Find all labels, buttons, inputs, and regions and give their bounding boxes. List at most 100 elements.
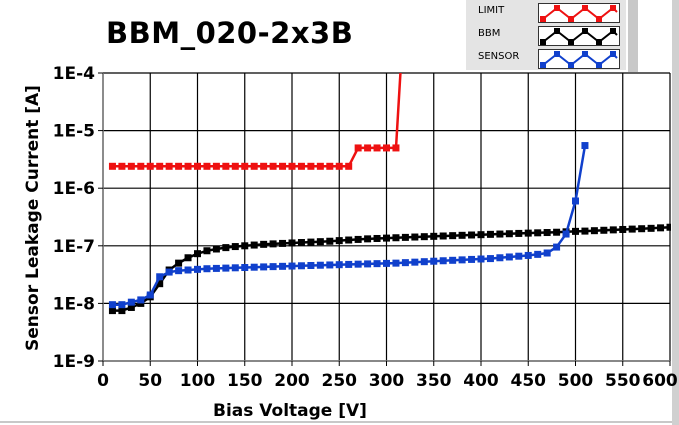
data-point-bbm xyxy=(524,229,532,237)
data-point-sensor xyxy=(439,257,447,265)
data-point-bbm xyxy=(288,239,296,247)
data-point-bbm xyxy=(666,223,671,231)
legend: LIMIT BBM SENSOR xyxy=(466,0,626,70)
data-point-limit xyxy=(383,144,390,152)
legend-marker xyxy=(554,51,560,57)
x-tick-label: 500 xyxy=(558,371,594,391)
data-point-limit xyxy=(364,144,372,152)
x-tick-label: 550 xyxy=(605,371,641,391)
data-point-bbm xyxy=(354,235,362,243)
data-point-sensor xyxy=(156,273,164,281)
legend-swatch-limit xyxy=(538,3,620,23)
data-point-limit xyxy=(194,162,201,170)
data-point-sensor xyxy=(383,259,390,267)
data-point-limit xyxy=(345,162,353,170)
data-point-limit xyxy=(297,162,305,170)
data-point-limit xyxy=(165,162,173,170)
data-point-sensor xyxy=(260,263,268,271)
data-point-sensor xyxy=(335,261,343,269)
data-point-limit xyxy=(156,162,164,170)
data-point-sensor xyxy=(553,243,561,251)
data-point-sensor xyxy=(184,266,192,274)
data-point-sensor xyxy=(486,255,494,263)
data-point-bbm xyxy=(430,232,438,240)
x-tick-label: 600 xyxy=(642,371,678,391)
data-point-sensor xyxy=(420,258,428,266)
data-point-sensor xyxy=(364,260,372,268)
legend-marker xyxy=(610,28,616,34)
data-point-sensor xyxy=(515,252,523,260)
data-point-sensor xyxy=(288,262,296,270)
data-point-sensor xyxy=(231,264,239,272)
data-point-sensor xyxy=(175,267,183,275)
x-tick-label: 300 xyxy=(369,371,405,391)
legend-scrollbar xyxy=(628,0,638,72)
legend-marker xyxy=(596,16,602,22)
data-point-limit xyxy=(397,65,404,72)
legend-marker xyxy=(582,28,588,34)
legend-marker xyxy=(582,5,588,11)
data-point-bbm xyxy=(581,227,589,235)
legend-marker xyxy=(610,5,616,11)
data-point-limit xyxy=(288,162,296,170)
data-point-bbm xyxy=(515,229,523,237)
data-point-bbm xyxy=(609,226,617,234)
data-point-limit xyxy=(354,144,362,152)
data-point-bbm xyxy=(590,227,598,235)
data-point-limit xyxy=(307,162,315,170)
data-point-bbm xyxy=(194,250,201,258)
x-tick-label: 450 xyxy=(511,371,547,391)
data-point-bbm xyxy=(269,240,277,248)
y-tick-label: 1E-4 xyxy=(53,64,95,84)
data-point-sensor xyxy=(118,301,126,309)
legend-item-bbm[interactable]: BBM xyxy=(466,25,626,46)
x-tick-label: 400 xyxy=(463,371,499,391)
x-tick-label: 350 xyxy=(416,371,452,391)
data-point-bbm xyxy=(411,233,419,241)
data-point-bbm xyxy=(392,234,400,242)
legend-label: LIMIT xyxy=(478,5,505,16)
data-point-limit xyxy=(175,162,183,170)
data-point-bbm xyxy=(468,231,476,239)
data-point-sensor xyxy=(449,256,457,264)
data-point-bbm xyxy=(619,225,627,233)
data-point-bbm xyxy=(383,234,390,242)
y-tick-label: 1E-9 xyxy=(53,352,95,372)
x-tick-label: 150 xyxy=(227,371,263,391)
data-point-sensor xyxy=(534,250,542,258)
data-point-limit xyxy=(269,162,277,170)
divider xyxy=(0,421,672,423)
data-point-limit xyxy=(231,162,239,170)
data-point-limit xyxy=(326,162,334,170)
legend-marker xyxy=(610,51,616,57)
data-point-limit xyxy=(118,162,126,170)
data-point-bbm xyxy=(496,230,504,238)
x-axis-label: Bias Voltage [V] xyxy=(213,401,367,421)
data-point-limit xyxy=(137,162,145,170)
data-point-sensor xyxy=(477,255,485,263)
data-point-sensor xyxy=(345,260,353,268)
data-point-bbm xyxy=(203,247,211,255)
data-point-sensor xyxy=(458,256,466,264)
data-point-bbm xyxy=(156,280,164,288)
x-tick-label: 200 xyxy=(274,371,310,391)
data-point-limit xyxy=(260,162,268,170)
data-point-bbm xyxy=(439,232,447,240)
data-point-limit xyxy=(184,162,192,170)
data-point-sensor xyxy=(401,259,409,267)
data-point-limit xyxy=(316,162,324,170)
data-point-bbm xyxy=(401,233,409,241)
data-point-bbm xyxy=(486,230,494,238)
data-point-sensor xyxy=(146,291,154,299)
data-point-sensor xyxy=(505,253,513,261)
data-point-bbm xyxy=(127,303,135,311)
data-point-sensor xyxy=(203,265,211,273)
data-point-sensor xyxy=(222,264,230,272)
data-point-bbm xyxy=(553,228,561,236)
data-point-bbm xyxy=(543,229,551,237)
legend-item-sensor[interactable]: SENSOR xyxy=(466,48,626,69)
data-point-bbm xyxy=(108,307,116,315)
legend-item-limit[interactable]: LIMIT xyxy=(466,2,626,23)
legend-marker xyxy=(596,39,602,45)
data-point-limit xyxy=(373,144,381,152)
